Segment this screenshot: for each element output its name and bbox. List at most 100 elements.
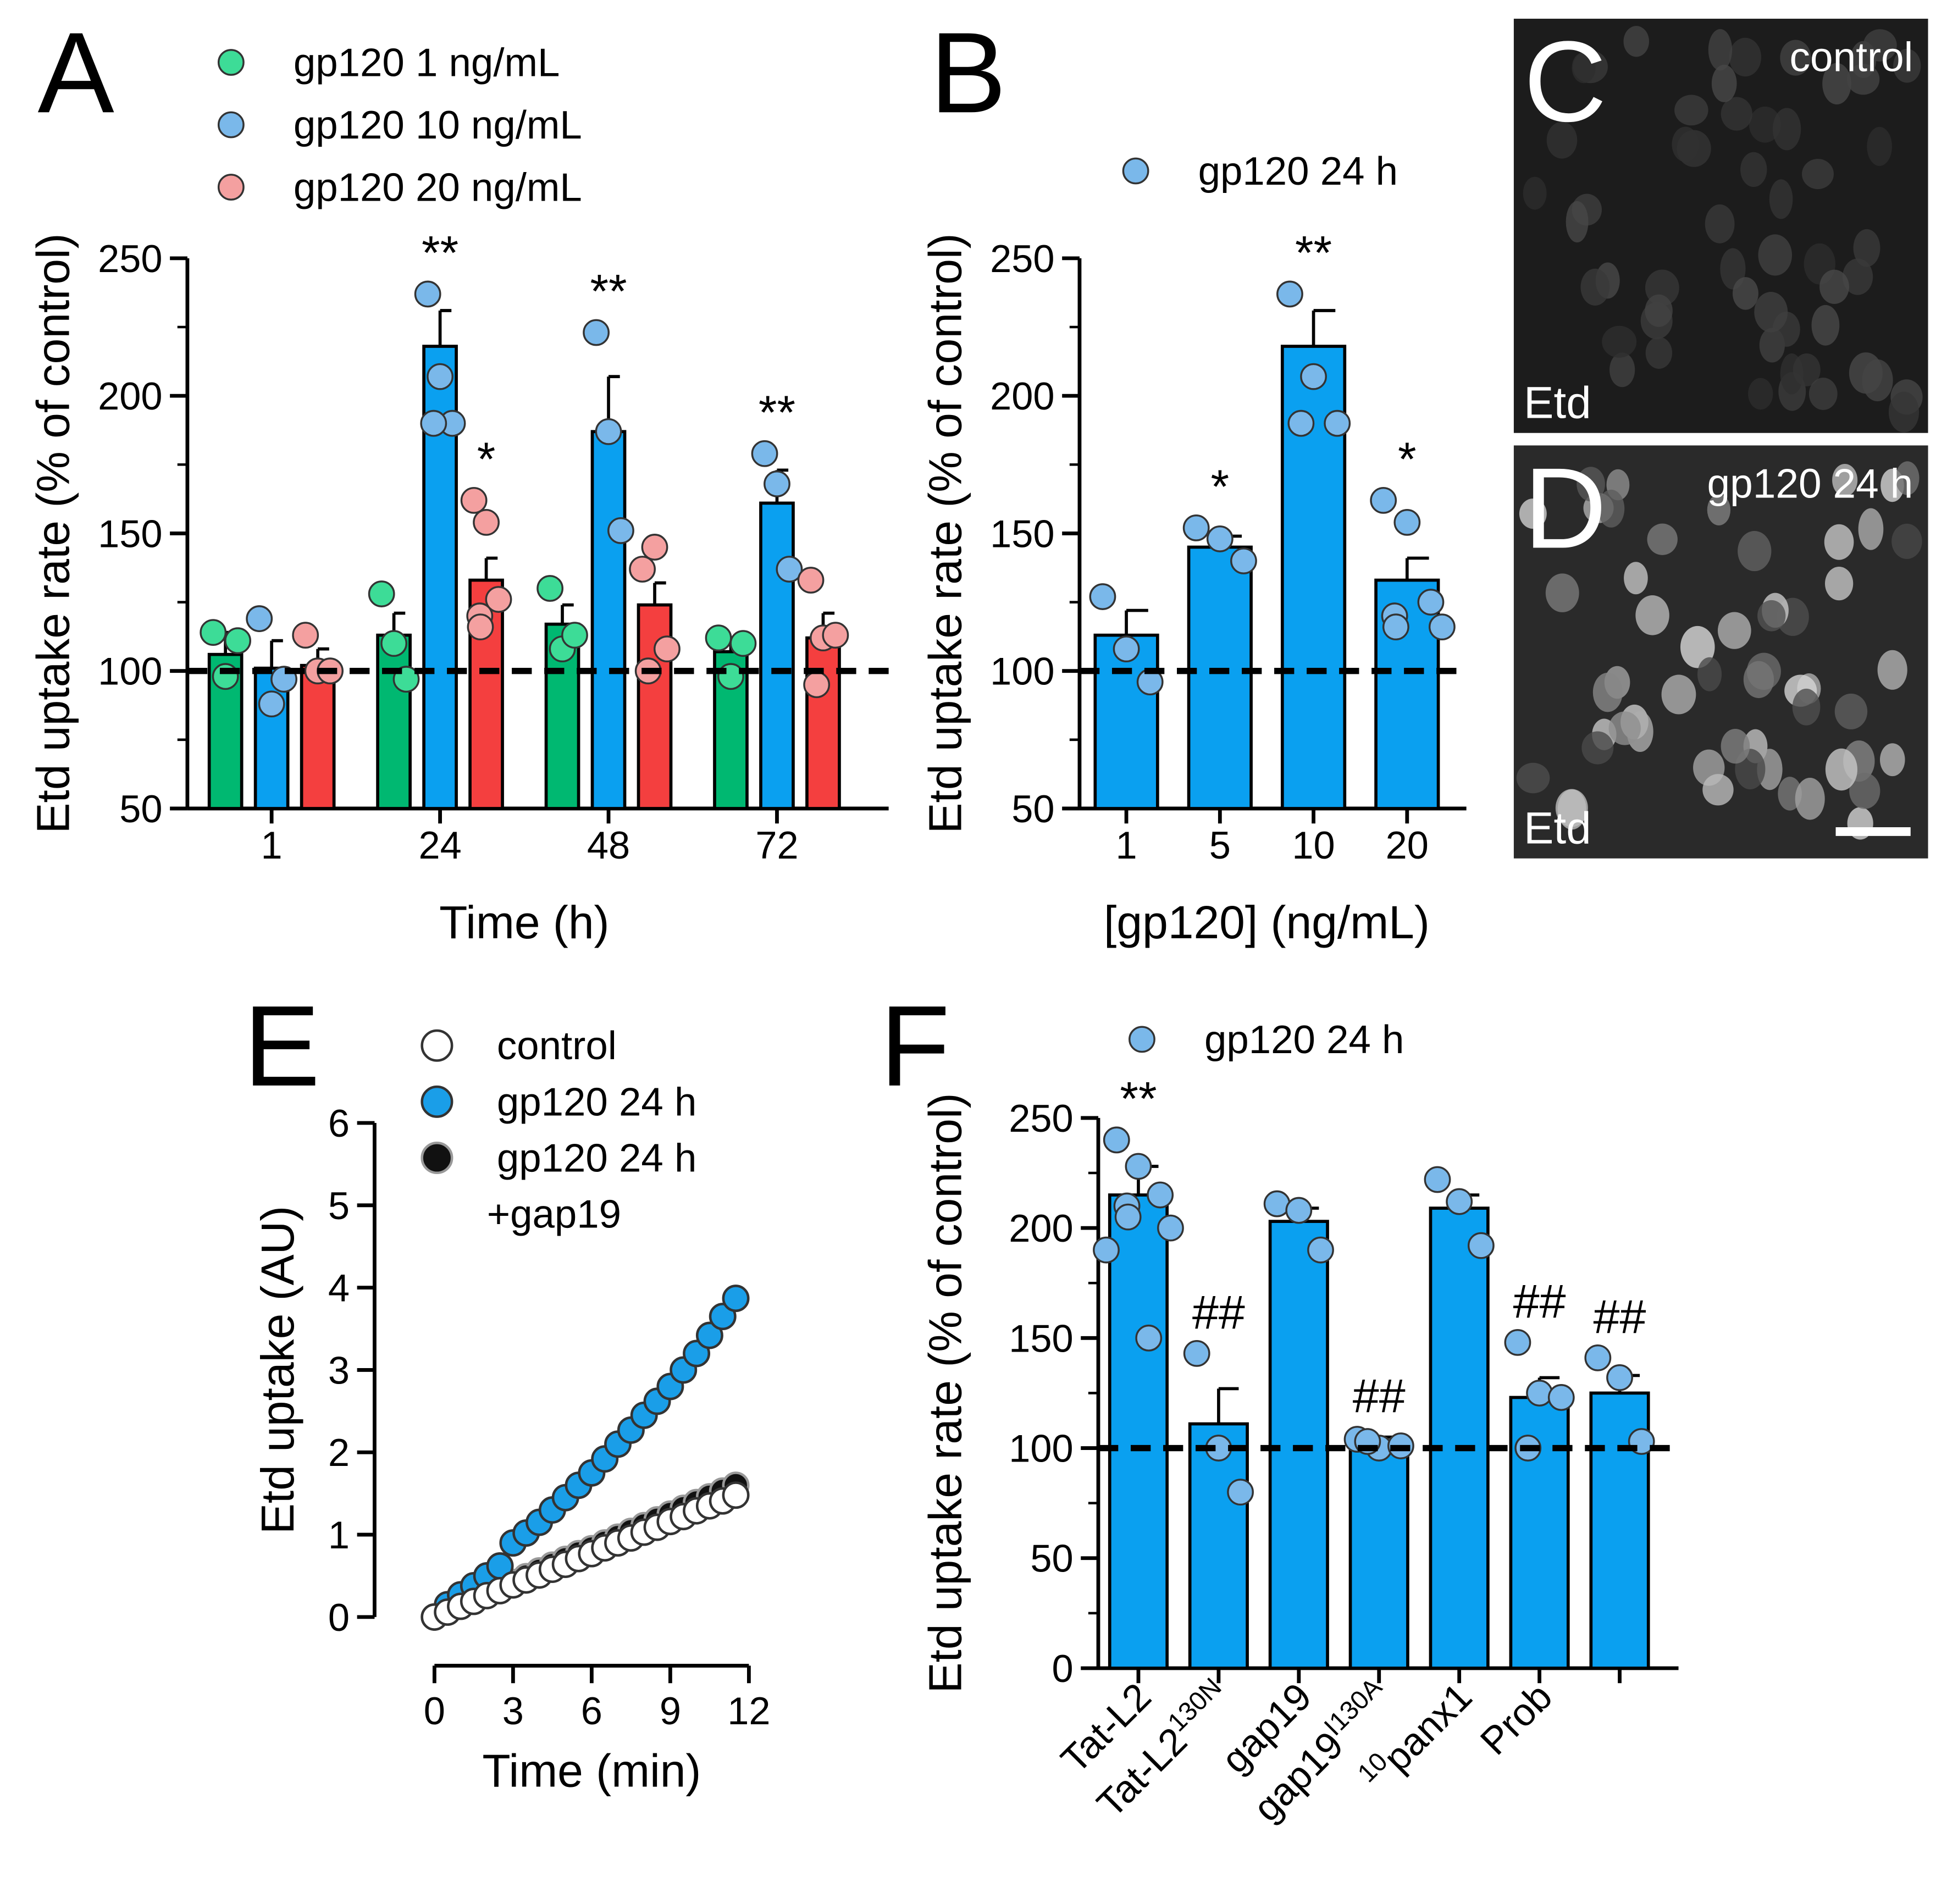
nucleus xyxy=(1609,352,1635,388)
legend-label-line: gp120 24 h xyxy=(497,1080,696,1124)
nucleus xyxy=(1624,562,1648,595)
nucleus xyxy=(1708,29,1733,71)
nucleus xyxy=(1748,378,1773,410)
nucleus xyxy=(1822,63,1851,105)
data-point xyxy=(1382,613,1409,641)
data-point xyxy=(1135,1324,1163,1352)
y-axis-label: Etd uptake rate (% of control) xyxy=(919,233,971,833)
nucleus xyxy=(1602,325,1637,358)
legend-marker xyxy=(421,1142,453,1175)
bar xyxy=(590,430,627,810)
bar xyxy=(1187,545,1253,810)
x-tick-label: 5 xyxy=(1209,823,1231,867)
data-point xyxy=(1428,613,1456,641)
x-tick-label: Prob xyxy=(1472,1674,1560,1763)
significance-label: ** xyxy=(1120,1073,1157,1126)
nucleus xyxy=(1661,674,1696,715)
y-tick-label: 100 xyxy=(98,650,162,693)
data-point xyxy=(776,556,803,583)
nucleus xyxy=(1757,600,1786,632)
data-point xyxy=(1307,1236,1334,1264)
data-point xyxy=(1467,1232,1495,1259)
data-point xyxy=(1424,1166,1451,1193)
data-point xyxy=(595,418,622,445)
nucleus xyxy=(1834,693,1868,729)
nucleus xyxy=(1557,789,1586,830)
data-point xyxy=(380,630,407,657)
nucleus xyxy=(1721,729,1750,764)
bar xyxy=(805,636,841,810)
y-tick-label: 50 xyxy=(1030,1537,1073,1580)
nucleus xyxy=(1888,391,1920,433)
legend-marker xyxy=(1122,157,1149,185)
data-point xyxy=(1606,1364,1633,1391)
x-tick-label: 3 xyxy=(502,1689,524,1733)
data-point xyxy=(1526,1380,1553,1407)
y-tick-label: 250 xyxy=(990,237,1054,280)
nucleus xyxy=(1879,743,1905,777)
data-point xyxy=(695,1321,723,1349)
bar xyxy=(1188,1422,1249,1670)
data-point xyxy=(641,534,668,561)
data-point xyxy=(583,319,610,346)
x-tick-label: 72 xyxy=(755,823,798,867)
data-point xyxy=(414,280,441,308)
significance-label: ## xyxy=(1594,1291,1646,1343)
legend-label: gp120 10 ng/mL xyxy=(294,103,582,147)
y-tick-label: 4 xyxy=(328,1266,350,1310)
x-tick-label: 48 xyxy=(587,823,630,867)
data-point xyxy=(536,575,564,602)
data-point xyxy=(654,635,681,663)
significance-label: ** xyxy=(759,386,795,439)
legend-label: gp120 24 h xyxy=(1204,1017,1404,1062)
nucleus xyxy=(1608,711,1641,745)
nucleus xyxy=(1758,234,1793,276)
y-tick-label: 6 xyxy=(328,1102,350,1145)
nucleus xyxy=(1545,573,1579,612)
legend-marker xyxy=(217,49,245,76)
nucleus xyxy=(1893,48,1921,83)
data-point xyxy=(1300,363,1327,390)
y-tick-label: 0 xyxy=(328,1596,350,1639)
nucleus xyxy=(1674,95,1708,126)
legend-label: gp120 20 ng/mL xyxy=(294,165,582,209)
nucleus xyxy=(1749,106,1781,143)
x-tick-label: 6 xyxy=(581,1689,602,1733)
nucleus xyxy=(1720,248,1746,290)
nucleus xyxy=(1811,305,1840,346)
legend-marker xyxy=(217,174,245,201)
data-point xyxy=(822,622,849,649)
panel-letter: A xyxy=(38,9,114,137)
x-tick-label: 1 xyxy=(261,823,283,867)
data-point xyxy=(1393,508,1421,536)
x-tick-label: 20 xyxy=(1386,823,1429,867)
significance-label: ** xyxy=(590,265,627,318)
data-point xyxy=(1206,525,1234,552)
bar xyxy=(300,663,336,810)
x-tick-label: 12 xyxy=(727,1689,770,1733)
nucleus xyxy=(1824,567,1854,601)
data-point xyxy=(200,619,227,646)
nucleus xyxy=(1647,523,1678,555)
y-tick-label: 100 xyxy=(1009,1427,1073,1470)
data-point xyxy=(629,556,656,583)
legend-marker xyxy=(421,1085,453,1118)
data-point xyxy=(460,486,488,514)
y-tick-label: 3 xyxy=(328,1348,350,1392)
nucleus xyxy=(1863,29,1897,62)
image-caption: control xyxy=(1790,34,1913,80)
x-tick-label: 9 xyxy=(660,1689,681,1733)
data-point xyxy=(1285,1197,1313,1224)
bar xyxy=(1268,1220,1329,1670)
nucleus xyxy=(1773,108,1801,151)
significance-label: ## xyxy=(1192,1286,1245,1339)
significance-label: ## xyxy=(1353,1370,1406,1423)
x-axis-label: Time (min) xyxy=(482,1745,701,1797)
nucleus xyxy=(1793,353,1821,386)
data-point xyxy=(607,517,634,544)
data-point xyxy=(764,470,790,497)
image-stain: Etd xyxy=(1524,804,1591,854)
significance-label: ## xyxy=(1513,1275,1566,1328)
y-tick-label: 50 xyxy=(1011,787,1054,831)
